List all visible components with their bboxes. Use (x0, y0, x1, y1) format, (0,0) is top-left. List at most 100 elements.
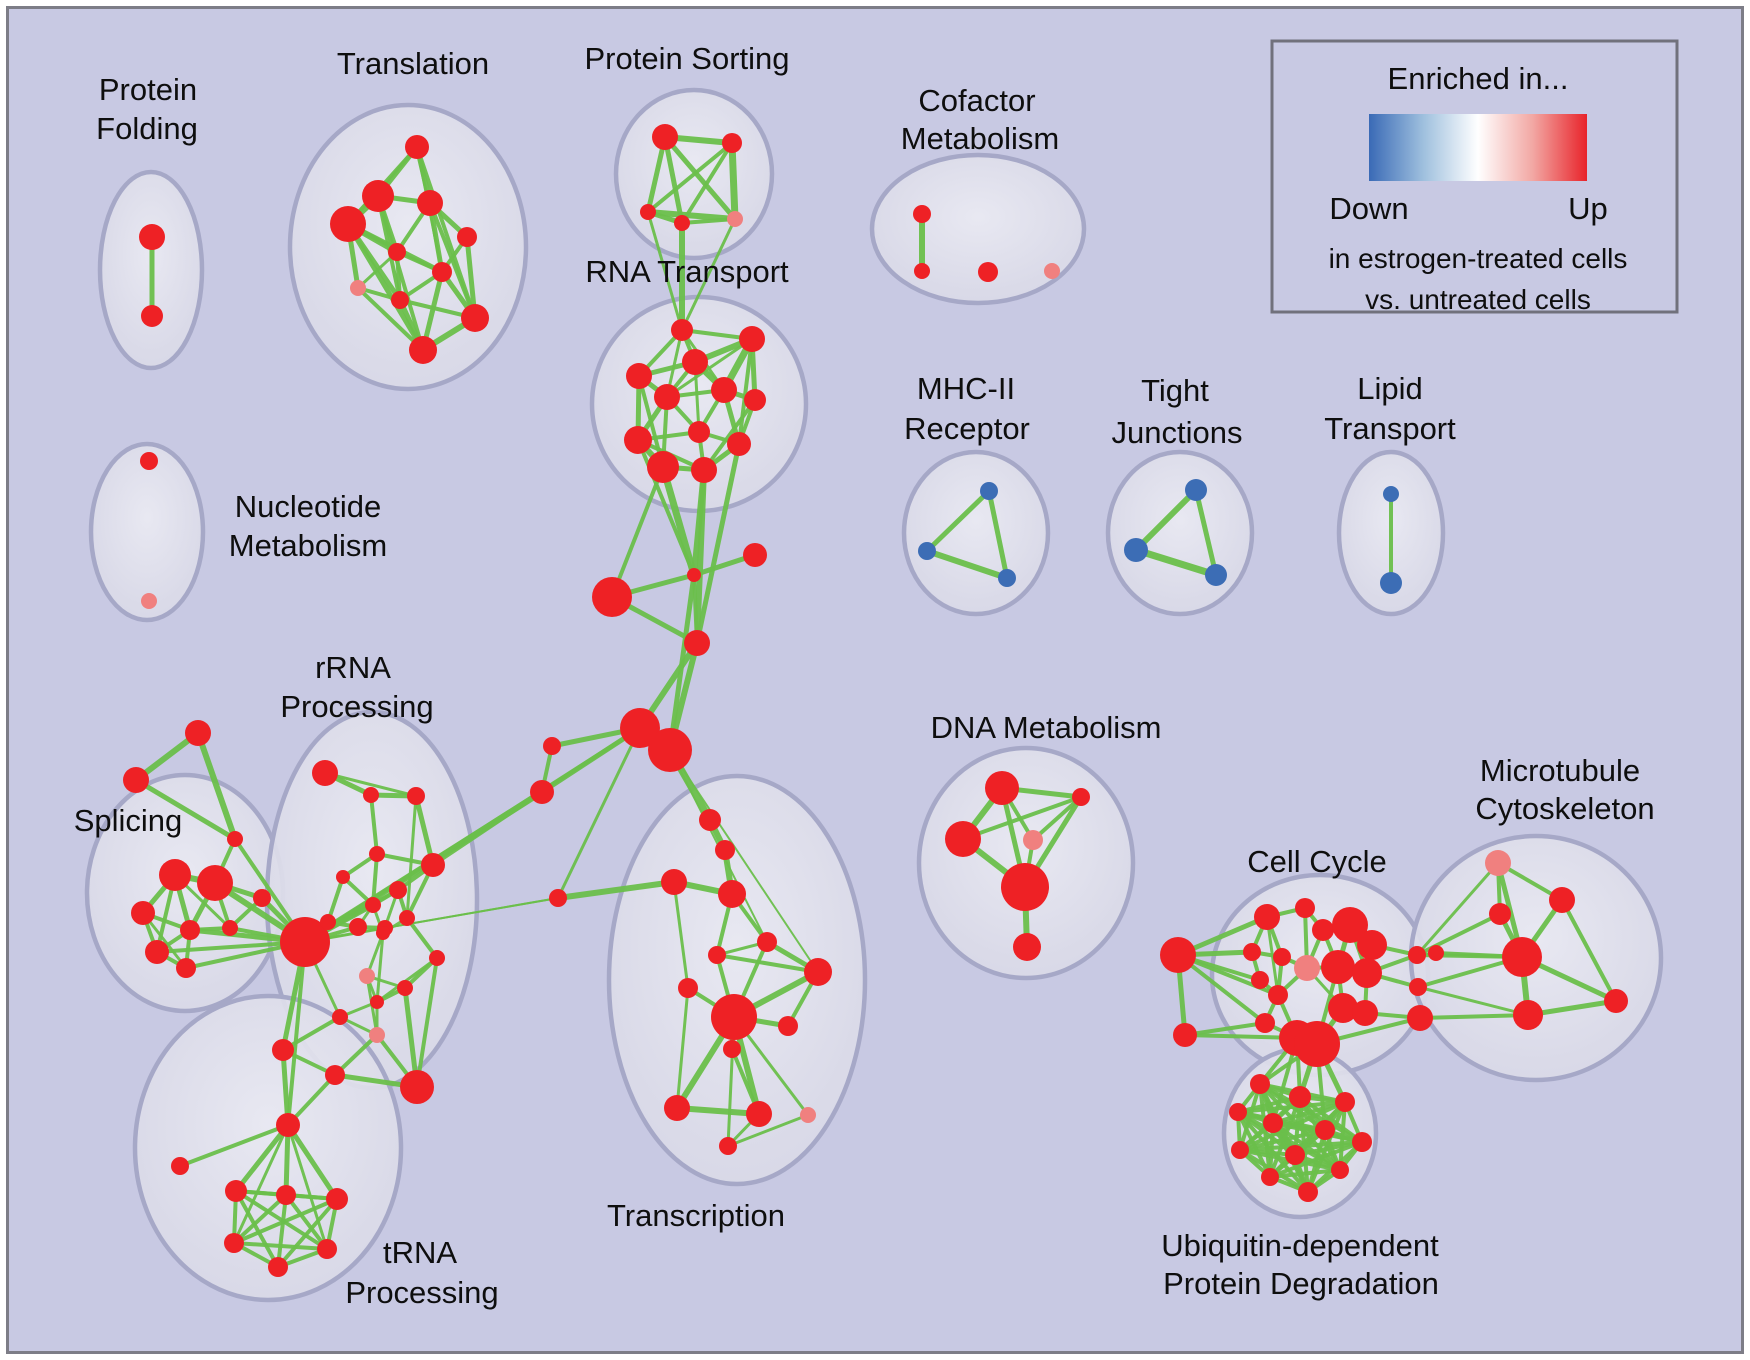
graph-node[interactable] (159, 859, 191, 891)
graph-node[interactable] (1409, 978, 1427, 996)
graph-node[interactable] (397, 980, 413, 996)
graph-node[interactable] (691, 457, 717, 483)
graph-node[interactable] (804, 958, 832, 986)
graph-node[interactable] (1380, 572, 1402, 594)
graph-node[interactable] (1604, 989, 1628, 1013)
graph-node[interactable] (699, 809, 721, 831)
graph-node[interactable] (312, 760, 338, 786)
graph-node[interactable] (1335, 1092, 1355, 1112)
graph-node[interactable] (131, 901, 155, 925)
graph-node[interactable] (336, 870, 350, 884)
graph-node[interactable] (405, 135, 429, 159)
graph-node[interactable] (1173, 1023, 1197, 1047)
graph-node[interactable] (1312, 919, 1334, 941)
graph-node[interactable] (349, 918, 367, 936)
graph-node[interactable] (317, 1239, 337, 1259)
graph-node[interactable] (1251, 971, 1269, 989)
graph-node[interactable] (1243, 943, 1261, 961)
graph-node[interactable] (461, 304, 489, 332)
graph-node[interactable] (369, 1027, 385, 1043)
graph-node[interactable] (180, 920, 200, 940)
graph-node[interactable] (978, 262, 998, 282)
graph-node[interactable] (727, 432, 751, 456)
graph-node[interactable] (171, 1157, 189, 1175)
graph-node[interactable] (727, 211, 743, 227)
graph-node[interactable] (711, 994, 757, 1040)
graph-node[interactable] (1255, 1013, 1275, 1033)
graph-node[interactable] (985, 771, 1019, 805)
graph-node[interactable] (391, 291, 409, 309)
graph-node[interactable] (1231, 1141, 1249, 1159)
graph-node[interactable] (417, 190, 443, 216)
graph-node[interactable] (687, 568, 701, 582)
graph-node[interactable] (715, 840, 735, 860)
graph-node[interactable] (708, 946, 726, 964)
graph-node[interactable] (1357, 930, 1387, 960)
graph-node[interactable] (1408, 946, 1426, 964)
graph-node[interactable] (1352, 958, 1382, 988)
graph-node[interactable] (647, 451, 679, 483)
graph-node[interactable] (457, 227, 477, 247)
graph-node[interactable] (913, 205, 931, 223)
graph-node[interactable] (1001, 863, 1049, 911)
graph-node[interactable] (253, 889, 271, 907)
graph-node[interactable] (1502, 937, 1542, 977)
graph-node[interactable] (280, 917, 330, 967)
graph-node[interactable] (778, 1016, 798, 1036)
graph-node[interactable] (141, 593, 157, 609)
graph-node[interactable] (640, 204, 656, 220)
graph-node[interactable] (1044, 263, 1060, 279)
graph-node[interactable] (365, 897, 381, 913)
graph-node[interactable] (369, 846, 385, 862)
graph-node[interactable] (276, 1113, 300, 1137)
graph-node[interactable] (678, 978, 698, 998)
graph-node[interactable] (1263, 1113, 1283, 1133)
graph-node[interactable] (363, 787, 379, 803)
graph-node[interactable] (399, 910, 415, 926)
graph-node[interactable] (407, 787, 425, 805)
graph-node[interactable] (1023, 830, 1043, 850)
graph-node[interactable] (746, 1101, 772, 1127)
graph-node[interactable] (359, 968, 375, 984)
graph-node[interactable] (123, 767, 149, 793)
graph-node[interactable] (800, 1107, 816, 1123)
graph-node[interactable] (743, 543, 767, 567)
graph-node[interactable] (197, 865, 233, 901)
graph-node[interactable] (227, 831, 243, 847)
graph-node[interactable] (718, 880, 746, 908)
graph-node[interactable] (1485, 850, 1511, 876)
graph-node[interactable] (1407, 1005, 1433, 1031)
graph-node[interactable] (1549, 887, 1575, 913)
graph-node[interactable] (1383, 486, 1399, 502)
graph-node[interactable] (1489, 903, 1511, 925)
graph-node[interactable] (139, 224, 165, 250)
graph-node[interactable] (914, 263, 930, 279)
graph-node[interactable] (222, 920, 238, 936)
graph-node[interactable] (272, 1039, 294, 1061)
graph-node[interactable] (370, 995, 384, 1009)
graph-node[interactable] (140, 452, 158, 470)
graph-node[interactable] (654, 384, 680, 410)
graph-node[interactable] (1273, 948, 1291, 966)
graph-node[interactable] (757, 932, 777, 952)
graph-node[interactable] (141, 305, 163, 327)
graph-node[interactable] (1298, 1182, 1318, 1202)
graph-node[interactable] (320, 914, 336, 930)
graph-node[interactable] (1205, 564, 1227, 586)
graph-node[interactable] (722, 133, 742, 153)
graph-node[interactable] (1072, 788, 1090, 806)
graph-node[interactable] (326, 1188, 348, 1210)
graph-node[interactable] (400, 1070, 434, 1104)
graph-node[interactable] (918, 542, 936, 560)
graph-node[interactable] (648, 728, 692, 772)
graph-node[interactable] (543, 737, 561, 755)
graph-node[interactable] (1268, 985, 1288, 1005)
graph-node[interactable] (1289, 1086, 1311, 1108)
graph-node[interactable] (176, 958, 196, 978)
graph-node[interactable] (185, 720, 211, 746)
graph-node[interactable] (1352, 1000, 1378, 1026)
graph-node[interactable] (330, 206, 366, 242)
graph-node[interactable] (1428, 945, 1444, 961)
graph-node[interactable] (332, 1009, 348, 1025)
graph-node[interactable] (980, 482, 998, 500)
